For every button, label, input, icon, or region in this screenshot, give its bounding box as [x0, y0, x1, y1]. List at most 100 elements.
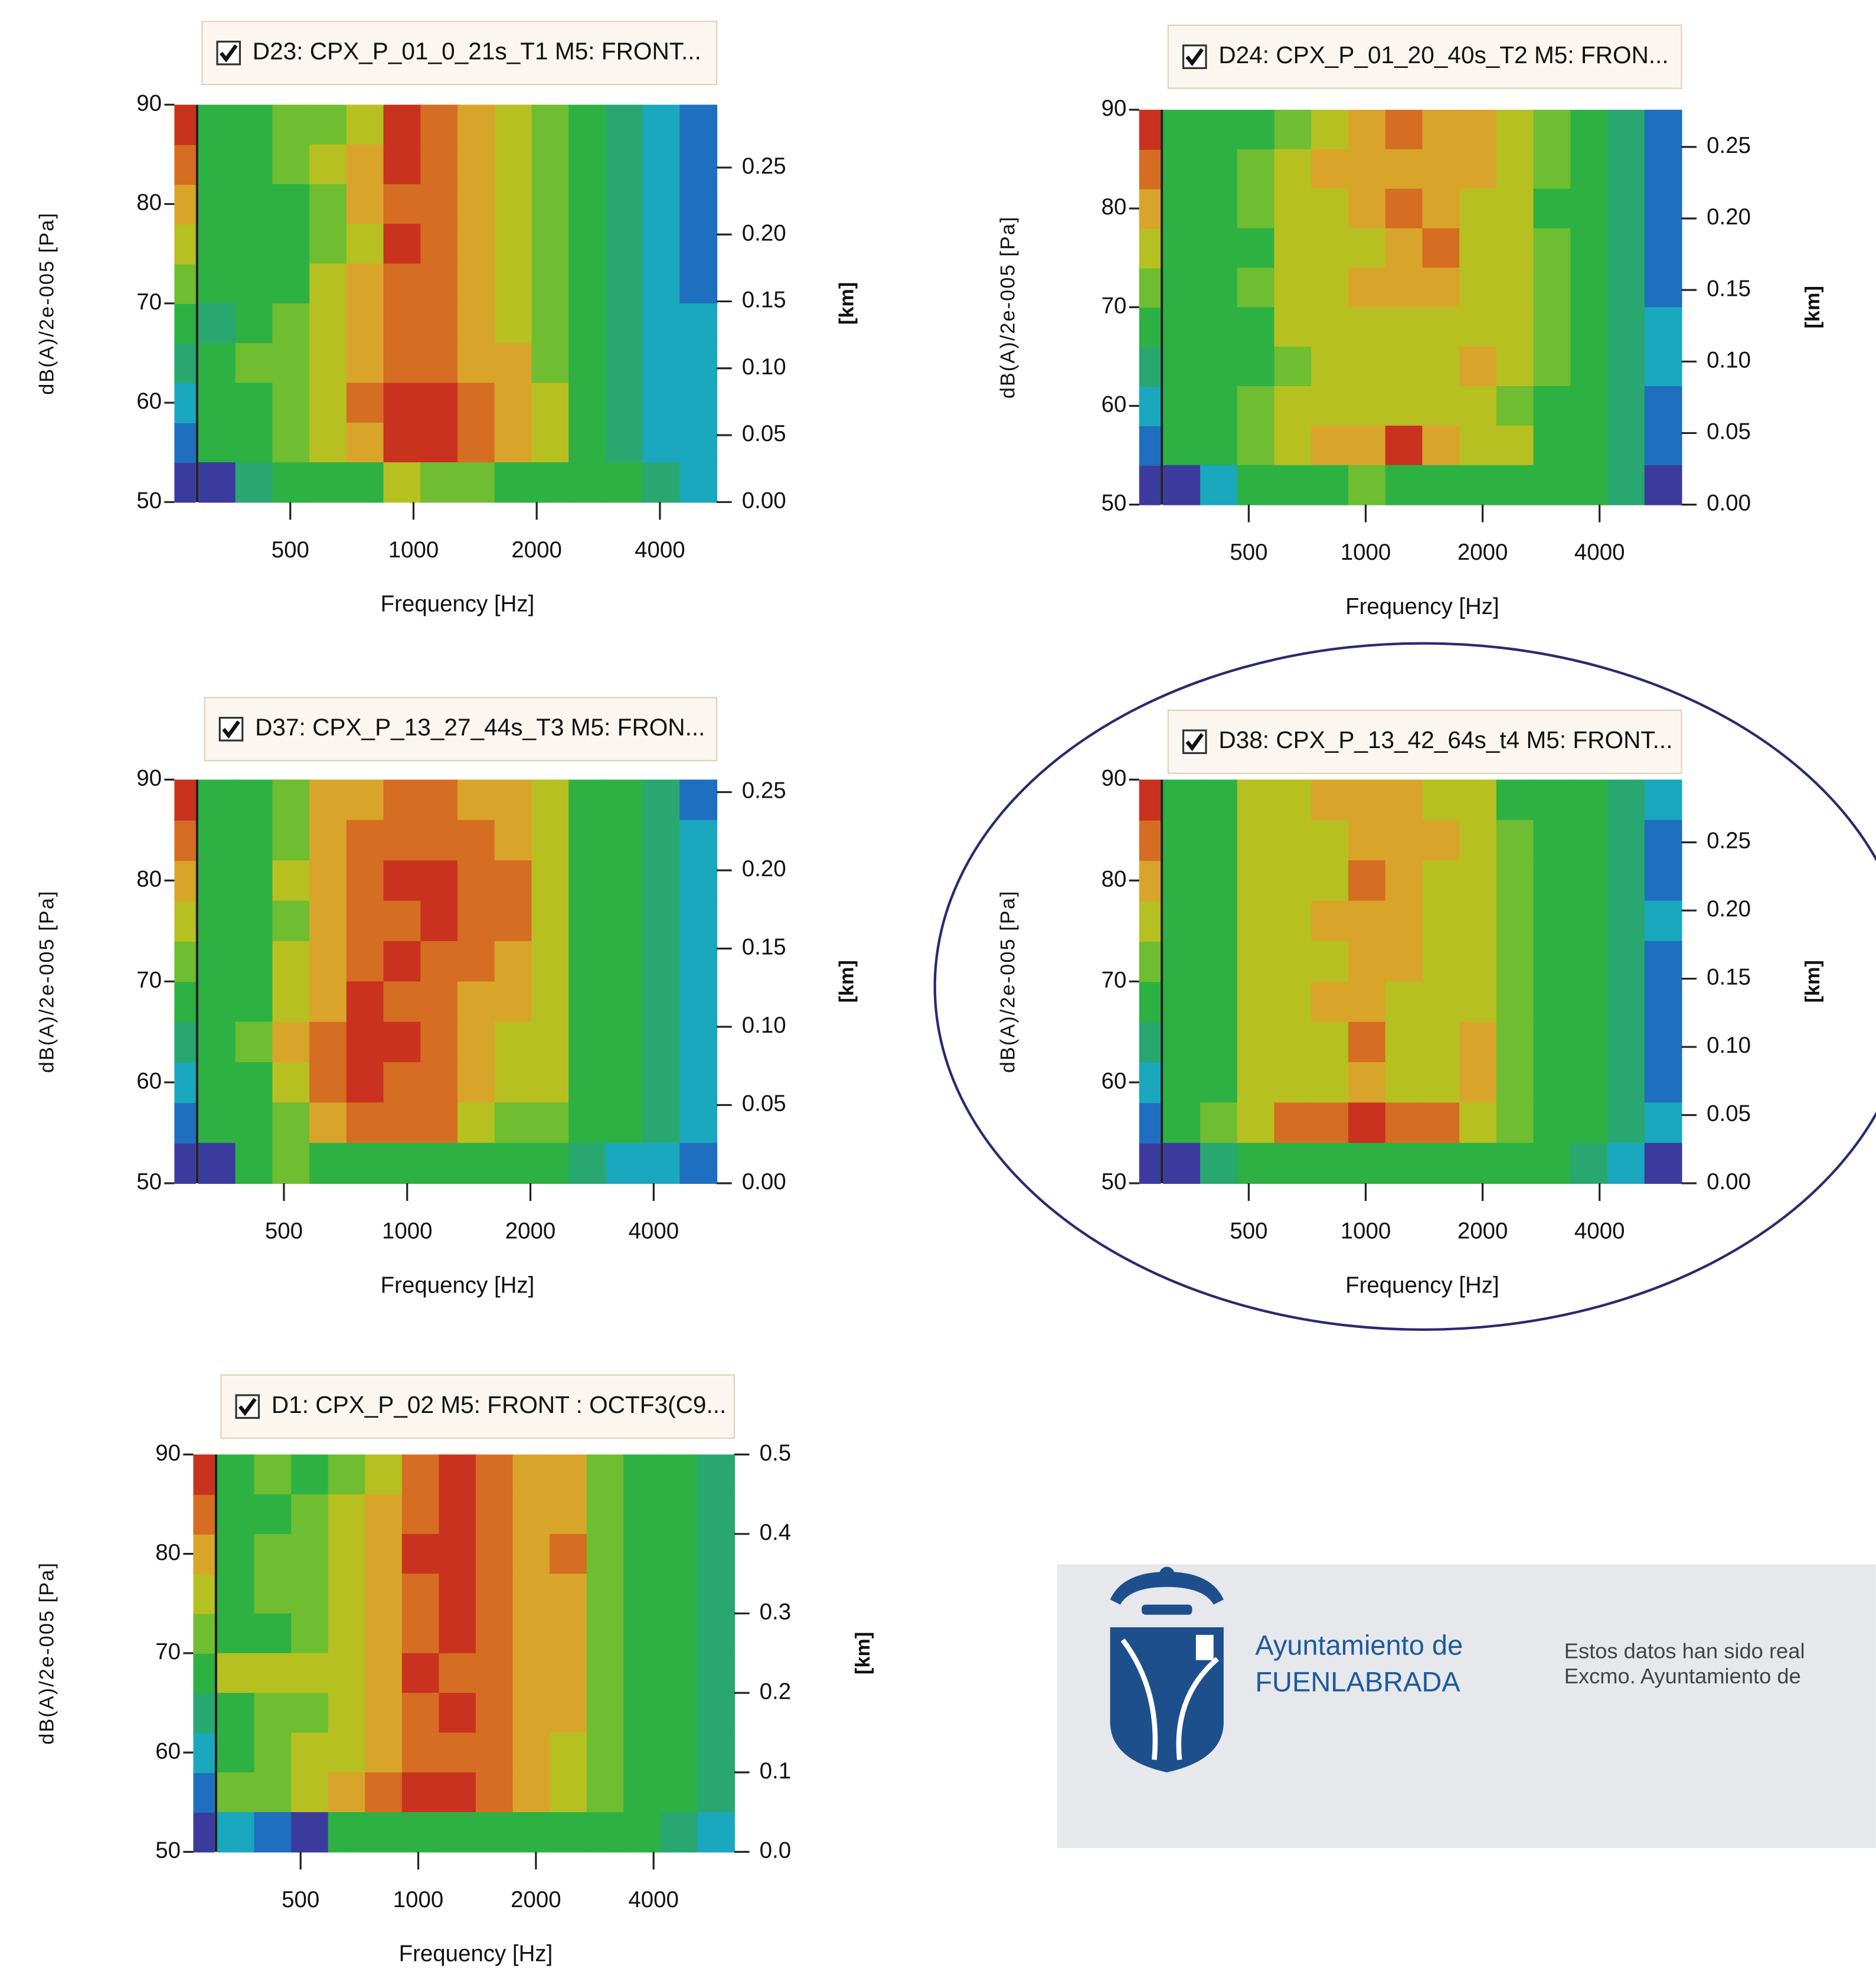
heatmap-cell: [1607, 228, 1645, 269]
y-tick-label: 70: [1102, 293, 1127, 318]
heatmap-cell: [198, 900, 236, 942]
heatmap-cell: [531, 105, 570, 145]
heatmap-cell: [1311, 981, 1349, 1023]
heatmap-cell: [235, 820, 273, 861]
heatmap-cell: [1385, 465, 1423, 505]
heatmap-cell: [679, 900, 718, 942]
heatmap-cell: [1163, 347, 1201, 387]
y-tick-label: 50: [155, 1838, 181, 1863]
heatmap-cell: [1385, 1021, 1423, 1063]
x-axis-label: Frequency [Hz]: [381, 592, 535, 617]
heatmap-cell: [531, 941, 570, 983]
colorbar-segment: [174, 144, 196, 185]
heatmap-cell: [623, 1574, 661, 1614]
heatmap-cell: [457, 1143, 495, 1184]
heatmap-cell: [235, 263, 273, 304]
colorbar-segment: [174, 779, 196, 821]
heatmap-cell: [1348, 1143, 1386, 1184]
heatmap-cell: [383, 941, 421, 983]
heatmap-cell: [1496, 941, 1534, 983]
heatmap-cell: [1163, 820, 1201, 861]
heatmap-cell: [309, 820, 347, 861]
heatmap-cell: [346, 1062, 384, 1104]
colorbar-segment: [174, 383, 196, 423]
heatmap-cell: [605, 144, 643, 185]
heatmap-cell: [531, 1062, 570, 1104]
heatmap-cell: [1570, 981, 1609, 1023]
checkmark: [1185, 733, 1204, 752]
heatmap-cell: [383, 462, 421, 503]
heatmap-cell: [1311, 149, 1349, 190]
heatmap-cell: [1385, 425, 1423, 466]
heatmap-cell: [1237, 149, 1275, 190]
y-tick-label: 70: [136, 289, 162, 315]
heatmap-cell: [1607, 149, 1645, 190]
heatmap-cell: [568, 1062, 606, 1104]
heatmap-cell: [420, 303, 459, 344]
heatmap-cell: [475, 1653, 514, 1694]
heatmap-cell: [198, 779, 236, 821]
heatmap-cell: [623, 1533, 661, 1575]
heatmap-cell: [1311, 228, 1349, 269]
colorbar-segment: [174, 1021, 196, 1063]
heatmap-cell: [550, 1494, 587, 1535]
heatmap-cell: [1311, 307, 1349, 348]
heatmap-cell: [475, 1613, 514, 1654]
heatmap-cell: [1274, 1102, 1312, 1144]
heatmap-cell: [1385, 900, 1423, 942]
y2-tick-label: 0.10: [1707, 1033, 1751, 1058]
heatmap-cell: [679, 224, 718, 265]
heatmap-cell: [291, 1574, 329, 1614]
heatmap-cell: [365, 1454, 403, 1495]
heatmap-cell: [1311, 1021, 1349, 1063]
heatmap-cell: [272, 224, 311, 265]
heatmap-cell: [1422, 307, 1460, 348]
heatmap-cell: [217, 1454, 255, 1495]
heatmap-cell: [272, 184, 311, 225]
heatmap-cell: [383, 1021, 421, 1063]
heatmap-cell: [272, 860, 311, 902]
heatmap-cell: [642, 1021, 681, 1063]
heatmap-cell: [346, 383, 384, 423]
heatmap-cell: [383, 820, 421, 861]
heatmap-cell: [457, 343, 495, 384]
heatmap-cell: [1311, 779, 1349, 821]
x-tick-label: 4000: [1574, 540, 1625, 565]
heatmap-cell: [660, 1653, 698, 1694]
heatmap-cell: [1348, 981, 1386, 1023]
heatmap-cell: [531, 303, 570, 344]
heatmap-cell: [420, 343, 459, 384]
heatmap-cell: [1570, 779, 1609, 821]
heatmap-cell: [420, 779, 459, 821]
highlight-ellipse: [933, 642, 1876, 1331]
heatmap-cell: [642, 303, 681, 344]
legend-box: [204, 697, 718, 762]
heatmap-cell: [550, 1732, 587, 1773]
heatmap-cell: [309, 1021, 347, 1063]
heatmap-cell: [1644, 900, 1682, 942]
heatmap-cell: [531, 422, 570, 464]
heatmap-cell: [697, 1812, 736, 1853]
heatmap-cell: [328, 1732, 366, 1773]
heatmap-cell: [309, 144, 347, 185]
heatmap-cell: [420, 820, 459, 861]
colorbar-segment: [174, 820, 196, 861]
heatmap-cell: [568, 422, 606, 464]
y2-tick-label: 0.25: [742, 154, 786, 179]
heatmap-cell: [1496, 1102, 1534, 1144]
heatmap-cell: [309, 105, 347, 145]
heatmap-cell: [457, 981, 495, 1023]
heatmap-cell: [457, 1102, 495, 1144]
heatmap-cell: [642, 1062, 681, 1104]
heatmap-cell: [420, 462, 459, 503]
heatmap-cell: [512, 1812, 551, 1853]
heatmap-cell: [346, 1021, 384, 1063]
heatmap-cell: [235, 1143, 273, 1184]
heatmap-cell: [1385, 779, 1423, 821]
heatmap-cell: [1311, 109, 1349, 150]
y-tick-label: 70: [136, 967, 162, 993]
heatmap-cell: [365, 1494, 403, 1535]
heatmap-cell: [401, 1533, 440, 1575]
heatmap-cell: [346, 184, 384, 225]
heatmap-cell: [568, 900, 606, 942]
